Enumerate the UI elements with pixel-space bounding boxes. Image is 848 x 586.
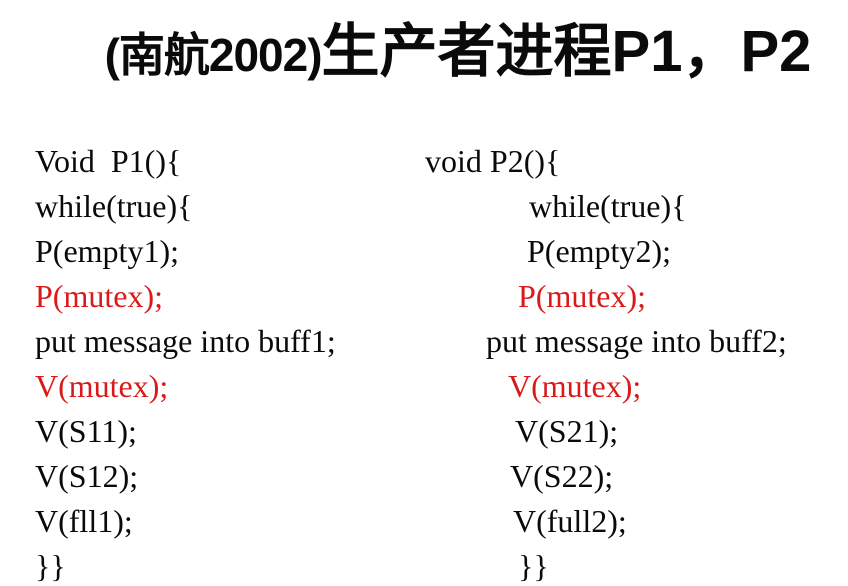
code-line: P(empty1); [35,233,179,269]
title-main: 生产者进程P1，P2 [321,19,812,84]
code-line: P(empty2); [527,233,671,269]
code-line: while(true){ [35,188,193,224]
code-line: P(mutex); [35,278,163,314]
code-line: V(S11); [35,413,137,449]
code-line: V(fll1); [35,503,133,539]
code-line: V(mutex); [35,368,169,404]
code-line: }} [35,548,66,584]
code-line: put message into buff1; [35,323,336,359]
code-column-p1: Void P1(){ while(true){ P(empty1); P(mutex)… [35,139,336,586]
code-line: V(full2); [513,503,627,539]
code-line: while(true){ [529,188,687,224]
code-line: V(S22); [510,458,614,494]
code-line: V(mutex); [508,368,642,404]
title-prefix: (南航2002) [104,29,323,81]
code-line: Void P1(){ [35,143,182,179]
code-line: put message into buff2; [486,323,787,359]
code-column-p2: void P2(){ while(true){ P(empty2); P(mutex)… [425,139,787,586]
code-line: void P2(){ [425,143,561,179]
code-line: V(S21); [515,413,619,449]
code-line: }} [518,548,549,584]
slide-title: (南航2002)生产者进程P1，P2 [34,6,848,113]
code-line: P(mutex); [518,278,646,314]
code-line: V(S12); [35,458,139,494]
